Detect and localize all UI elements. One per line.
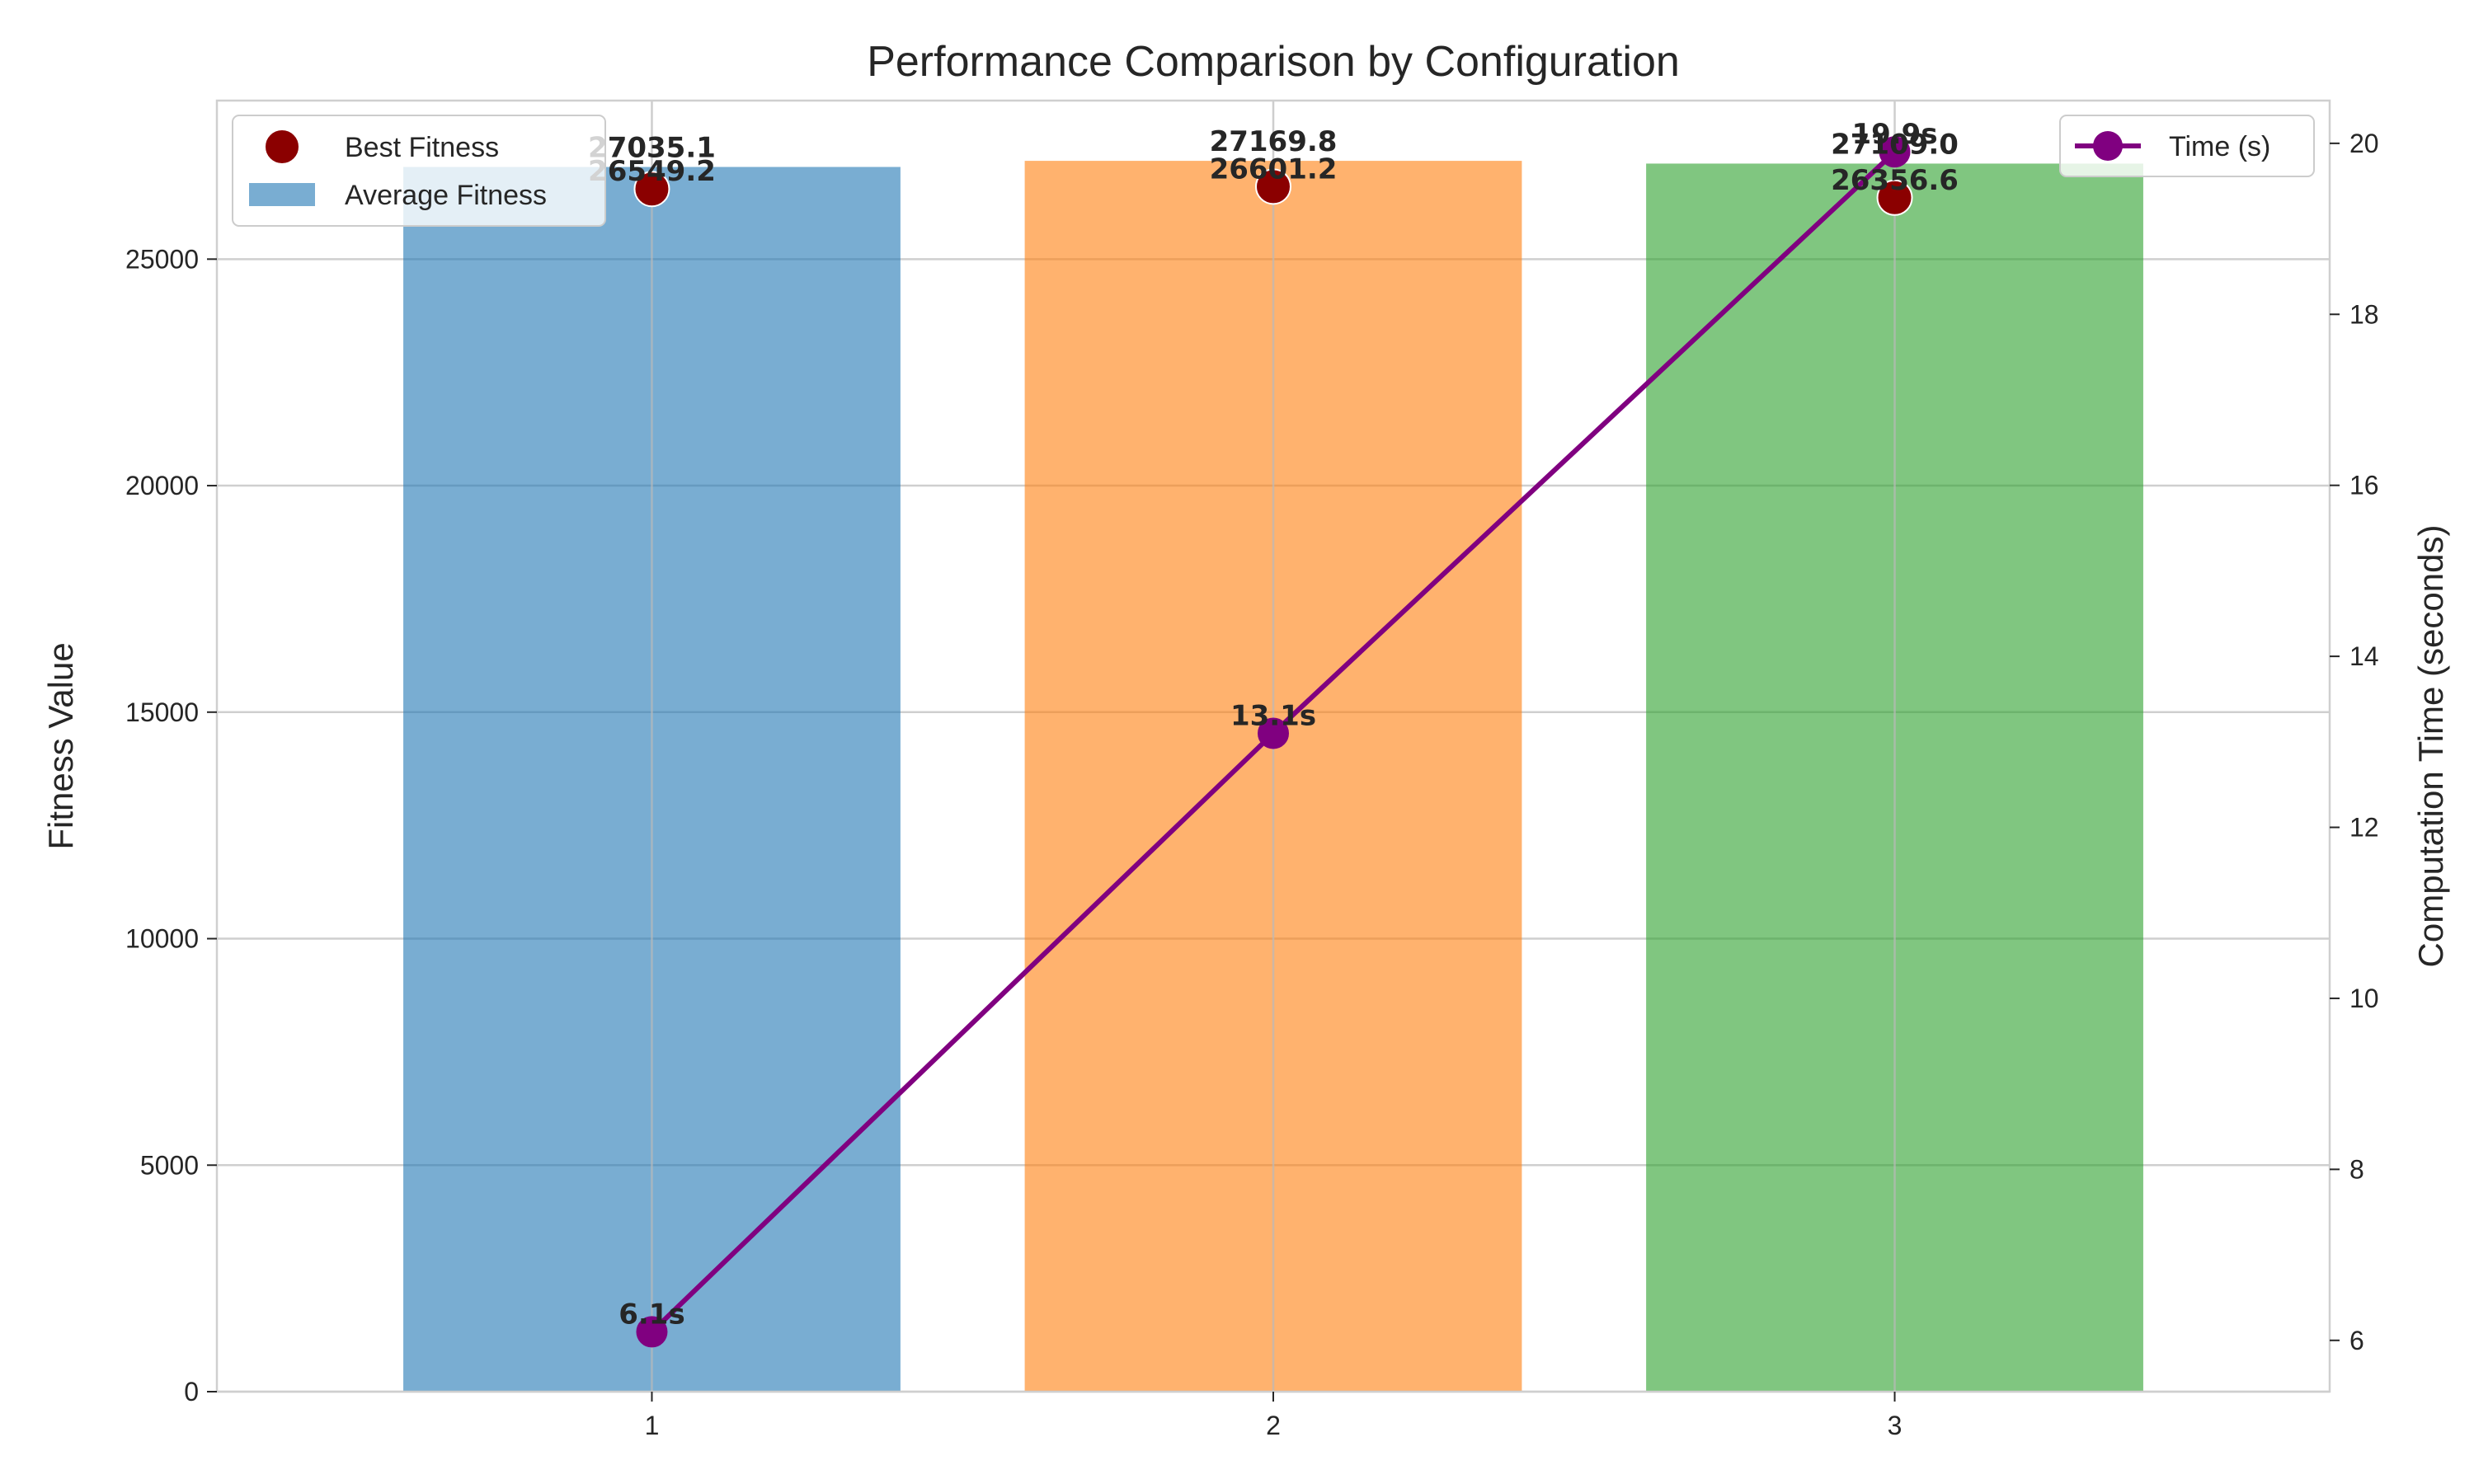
time-value-label: 13.1s	[1230, 699, 1316, 732]
y2-axis-title: Computation Time (seconds)	[2411, 525, 2450, 968]
y2-tick-label: 14	[2349, 641, 2379, 671]
legend-left-box	[232, 115, 606, 227]
bar-value-label: 27169.8	[1210, 125, 1338, 158]
y-axis-title: Fitness Value	[41, 642, 80, 849]
legend-average-fitness-swatch	[249, 183, 315, 206]
y-tick-label: 10000	[125, 924, 199, 954]
y-tick-label: 25000	[125, 244, 199, 274]
legend-average-fitness-label: Average Fitness	[345, 180, 547, 211]
x-tick-label: 3	[1888, 1411, 1903, 1440]
y2-tick-label: 18	[2349, 299, 2379, 329]
y2-tick-label: 16	[2349, 471, 2379, 500]
bar-value-label: 27109.0	[1831, 128, 1959, 161]
y2-tick-label: 10	[2349, 984, 2379, 1013]
y-tick-label: 20000	[125, 471, 199, 500]
y2-tick-label: 6	[2349, 1326, 2364, 1355]
legend-time-marker	[2093, 131, 2123, 161]
best-fitness-point	[1255, 168, 1291, 205]
best-fitness-point	[1876, 179, 1913, 216]
best-fitness-series	[633, 168, 1913, 216]
best-fitness-value-label: 26601.2	[1210, 153, 1338, 186]
x-tick-label: 1	[645, 1411, 660, 1440]
legend-right-box	[2059, 115, 2315, 177]
time-point	[1879, 136, 1911, 168]
y-tick-label: 15000	[125, 697, 199, 727]
time-line-series	[636, 136, 1911, 1348]
y-tick-label: 5000	[140, 1150, 199, 1180]
axes: 0500010000150002000025000681012141618201…	[125, 99, 2379, 1440]
y-tick-label: 0	[184, 1377, 199, 1407]
best-fitness-value-label: 26549.2	[588, 155, 716, 188]
best-fitness-point	[633, 171, 670, 208]
y2-tick-label: 20	[2349, 129, 2379, 158]
legend-time-label: Time (s)	[2169, 131, 2270, 162]
x-tick-label: 2	[1266, 1411, 1281, 1440]
bar-value-label: 27035.1	[588, 131, 716, 164]
time-value-label: 19.9s	[1851, 118, 1937, 151]
data-labels: 27035.1 27169.8 27109.0 26549.2 26601.2 26356…	[588, 118, 1959, 1331]
legend-best-fitness-marker	[264, 129, 300, 165]
legends: Best Fitness Average Fitness Time (s)	[232, 115, 2315, 227]
y2-tick-label: 12	[2349, 813, 2379, 843]
best-fitness-value-label: 26356.6	[1831, 164, 1959, 197]
time-point	[1258, 717, 1289, 749]
chart-title: Performance Comparison by Configuration	[867, 38, 1680, 86]
time-value-label: 6.1s	[618, 1298, 684, 1331]
time-point	[636, 1316, 668, 1348]
y2-tick-label: 8	[2349, 1154, 2364, 1184]
legend-best-fitness-label: Best Fitness	[345, 132, 499, 163]
